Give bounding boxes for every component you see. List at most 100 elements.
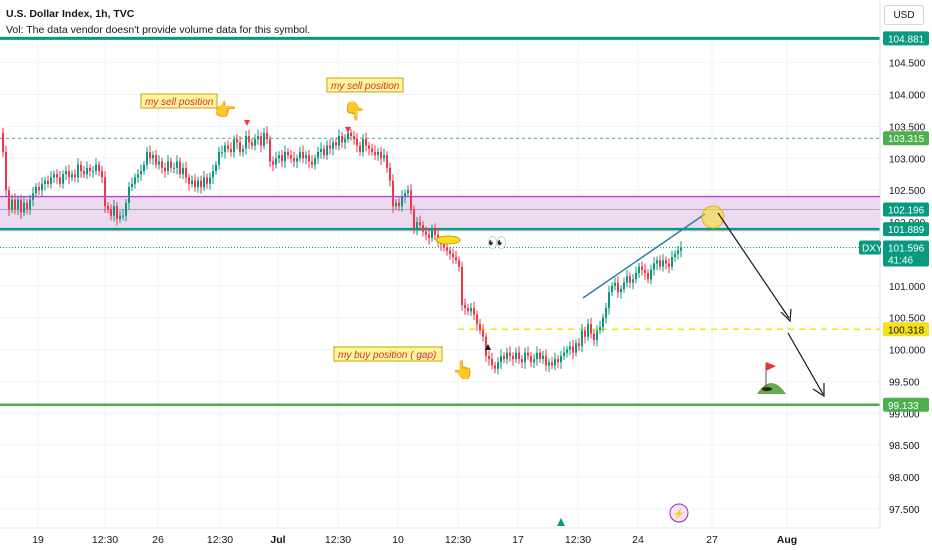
candle-body [410, 190, 412, 210]
candle-body [275, 158, 277, 165]
candle-body [506, 352, 508, 360]
chart-title: U.S. Dollar Index, 1h, TVC [6, 8, 135, 20]
candle-body [353, 135, 355, 140]
label-dashed-resist: 103.315 [888, 134, 925, 145]
candle-body [311, 161, 313, 165]
candle-body [335, 142, 337, 146]
candle-body [305, 155, 307, 159]
candle-body [155, 155, 157, 165]
buy-note-box [333, 346, 443, 362]
candle-body [677, 250, 679, 254]
candle-body [38, 186, 40, 191]
candle-body [452, 253, 454, 258]
candle-body [83, 171, 85, 175]
candle-body [551, 362, 553, 366]
candle-body [92, 171, 94, 173]
candle-body [11, 199, 13, 210]
candle-body [221, 151, 223, 153]
candle-body [560, 355, 562, 363]
price-tick: 98.000 [889, 473, 920, 484]
candle-body [479, 324, 481, 331]
candle-body [461, 266, 463, 305]
trend-line [582, 213, 706, 299]
candle-body [443, 244, 445, 248]
candle-body [17, 199, 19, 210]
projection-arrow-2 [787, 332, 824, 395]
candle-body [500, 355, 502, 363]
price-tick: 104.500 [889, 59, 926, 70]
candle-body [527, 352, 529, 356]
candle-body [371, 148, 373, 152]
candle-body [296, 158, 298, 162]
current-countdown: 41:46 [888, 256, 913, 267]
candle-body [578, 343, 580, 347]
time-axis[interactable]: 19 12:30 26 12:30 Jul 12:30 10 12:30 17 12:30 24 27… [32, 534, 797, 546]
candle-body [524, 352, 526, 363]
time-tick: 27 [706, 534, 718, 546]
candle-body [179, 161, 181, 175]
price-tick: 100.500 [889, 314, 926, 325]
candle-body [242, 148, 244, 152]
candle-body [230, 148, 232, 152]
lightning-badge[interactable] [669, 503, 689, 523]
candle-body [134, 177, 136, 184]
price-labels-group: 104.881 103.315 102.196 101.889 100.318 99.13… [859, 31, 929, 412]
label-top-line-bg [883, 31, 929, 46]
candle-body [299, 151, 301, 159]
candle-body [641, 266, 643, 270]
candle-body [188, 177, 190, 184]
price-tick: 101.000 [889, 282, 926, 293]
candle-body [659, 260, 661, 267]
candle-body [494, 365, 496, 369]
candle-body [284, 151, 286, 162]
candle-body [149, 151, 151, 159]
candle-body [377, 151, 379, 156]
candle-body [434, 228, 436, 235]
candle-body [374, 151, 376, 156]
candle-body [539, 352, 541, 360]
candle-body [59, 177, 61, 184]
buy-marker [485, 344, 491, 350]
candle-body [317, 151, 319, 159]
candle-body [98, 164, 100, 172]
candle-body [431, 228, 433, 238]
candle-body [395, 202, 397, 207]
price-tick: 99.000 [889, 409, 920, 420]
candle-body [215, 164, 217, 172]
candle-body [470, 308, 472, 312]
candle-body [599, 327, 601, 331]
candle-body [518, 352, 520, 360]
candle-body [449, 250, 451, 254]
candle-body [632, 279, 634, 283]
price-tick: 103.000 [889, 154, 926, 165]
candle-body [566, 349, 568, 353]
candle-body [614, 282, 616, 286]
candle-body [95, 164, 97, 172]
currency-button[interactable]: USD [884, 5, 924, 25]
candle-body [245, 135, 247, 149]
candle-body [86, 167, 88, 175]
candle-body [368, 145, 370, 149]
candle-body [176, 161, 178, 168]
candle-body [593, 333, 595, 340]
candle-body [344, 139, 346, 143]
candle-body [257, 135, 259, 140]
candle-body [167, 161, 169, 172]
lightning-icon: ⚡ [673, 507, 685, 520]
time-tick: 10 [392, 534, 404, 546]
time-tick: Jul [270, 534, 285, 546]
candle-body [446, 247, 448, 251]
symbol-tag-bg [859, 240, 881, 255]
candle-body [248, 135, 250, 143]
candle-body [458, 260, 460, 267]
candle-body [650, 269, 652, 280]
time-tick: 26 [152, 534, 164, 546]
price-tick: 103.500 [889, 122, 926, 133]
candle-body [293, 158, 295, 162]
candle-body [2, 132, 4, 152]
candle-body [326, 145, 328, 156]
candle-body [503, 355, 505, 360]
event-marker-icon [557, 518, 565, 526]
candle-body [329, 145, 331, 149]
